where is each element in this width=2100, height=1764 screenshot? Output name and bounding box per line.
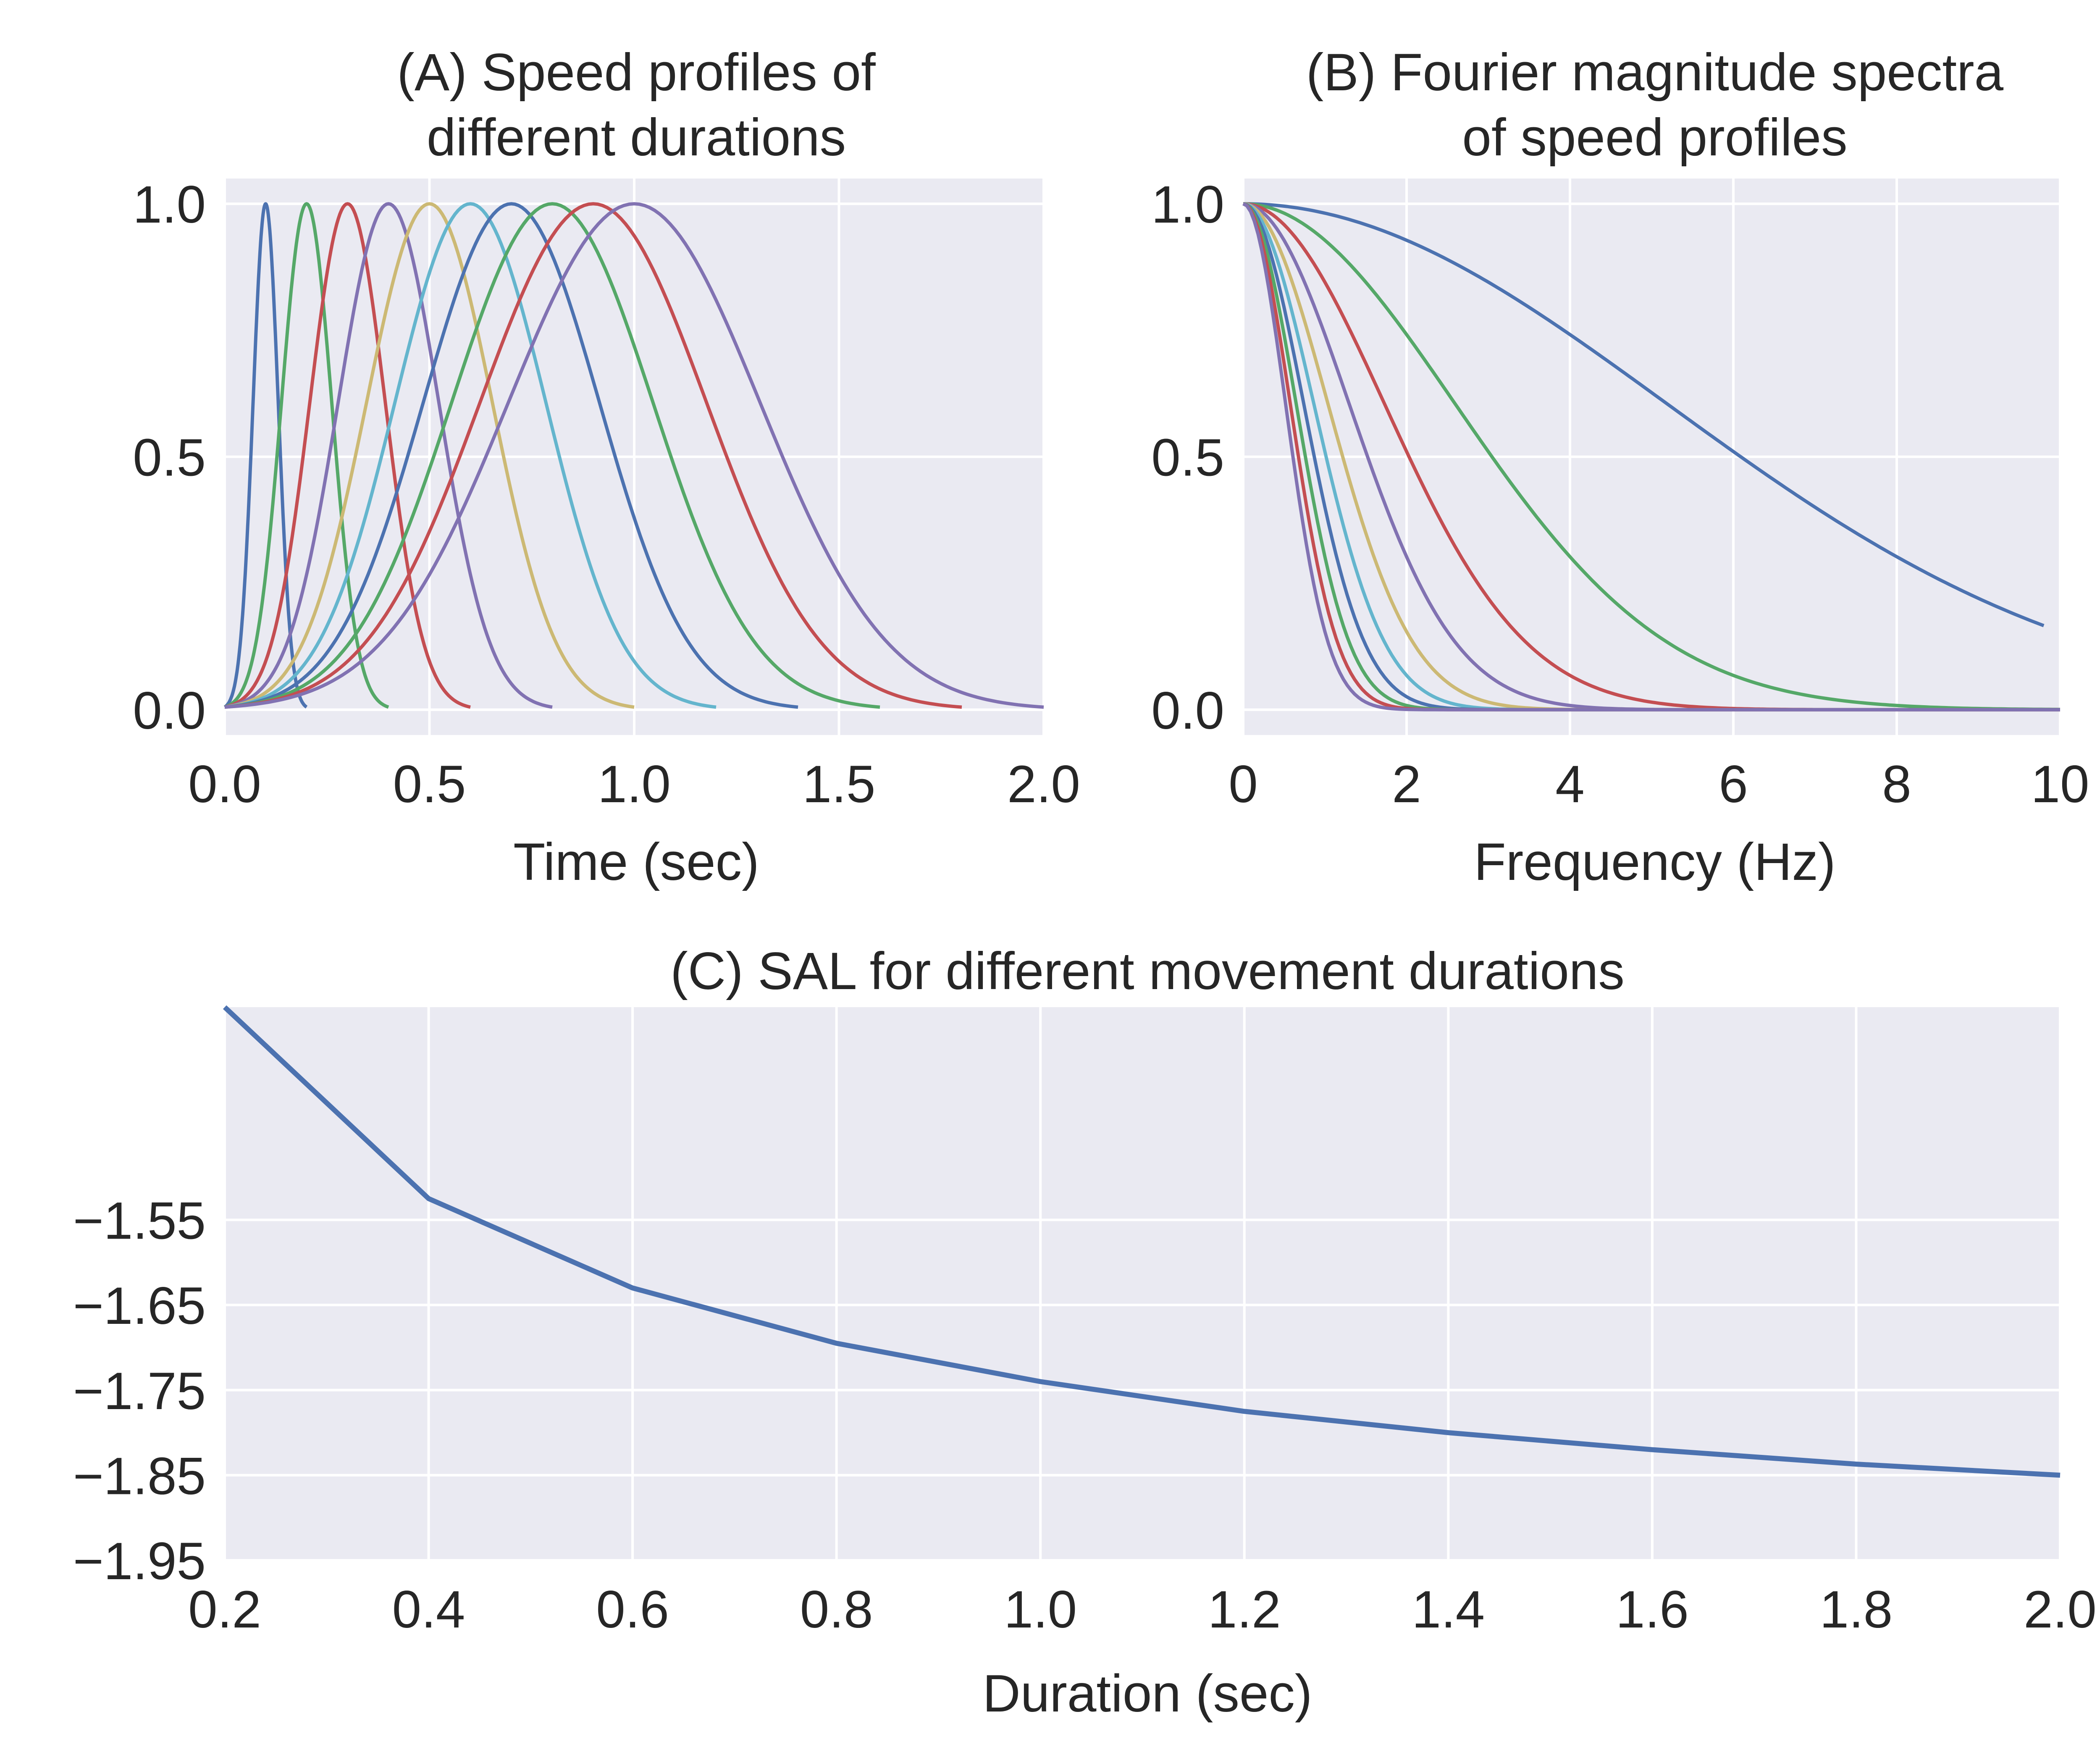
panel-a-x-tick-label: 1.5 [803,755,876,814]
panel-a-x-tick-label: 2.0 [1007,755,1080,814]
panel-b-x-tick-label: 6 [1719,755,1748,814]
panel-b-x-tick-label: 8 [1882,755,1911,814]
panel-a-y-ticks: 0.0 0.5 1.0 [133,176,206,740]
panel-a-speed-profile-line [224,202,717,709]
panel-c-plot-area [225,1007,2060,1560]
panel-b-spectrum-line [1243,202,2045,627]
panel-c-y-tick-label: −1.85 [73,1447,206,1505]
panel-b-x-tick-label: 0 [1228,755,1258,814]
panel-a-speed-profile-line [224,202,471,709]
panel-b-y-ticks: 0.0 0.5 1.0 [1151,176,1224,740]
panel-c-x-tick-label: 1.2 [1208,1580,1281,1639]
panel-b: (B) Fourier magnitude spectra of speed p… [1151,43,2089,891]
panel-a-speed-profile-line [224,202,635,709]
panel-a-series [223,202,1044,709]
panel-c-x-tick-label: 1.0 [1004,1580,1077,1639]
panel-a-speed-profile-line [224,202,798,709]
panel-b-y-tick-label: 0.0 [1151,682,1224,740]
panel-b-x-ticks: 0 2 4 6 8 10 [1228,755,2089,814]
panel-a-speed-profile-line [224,202,962,709]
panel-c-x-tick-label: 0.2 [188,1580,261,1639]
panel-a-x-tick-label: 0.0 [188,755,261,814]
panel-b-x-tick-label: 4 [1555,755,1585,814]
panel-a: (A) Speed profiles of different duration… [133,43,1080,891]
panel-c-title: (C) SAL for different movement durations [670,942,1625,1000]
panel-b-series [1242,202,2061,711]
panel-b-title-line-2: of speed profiles [1462,108,1847,167]
panel-c-x-tick-label: 2.0 [2024,1580,2097,1639]
panel-a-speed-profile-line [224,202,880,709]
panel-c-x-axis-label: Duration (sec) [983,1664,1312,1723]
panel-c-y-tick-label: −1.55 [73,1192,206,1250]
panel-a-x-ticks: 0.0 0.5 1.0 1.5 2.0 [188,755,1080,814]
panel-a-x-tick-label: 1.0 [598,755,671,814]
panel-c-x-ticks: 0.2 0.4 0.6 0.8 1.0 1.2 1.4 1.6 1.8 2.0 [188,1580,2097,1639]
panel-a-y-tick-label: 0.0 [133,682,206,740]
panel-b-title-line-1: (B) Fourier magnitude spectra [1306,43,2004,102]
panel-b-spectrum-line [1242,202,2060,711]
panel-c-x-tick-label: 1.6 [1616,1580,1689,1639]
panel-a-speed-profile-line [224,202,553,709]
panel-c-x-tick-label: 1.8 [1820,1580,1893,1639]
panel-a-x-axis-label: Time (sec) [513,833,759,891]
panel-b-x-tick-label: 2 [1392,755,1421,814]
panel-c: (C) SAL for different movement durations… [73,942,2097,1723]
panel-c-y-tick-label: −1.95 [73,1532,206,1591]
panel-c-x-tick-label: 0.6 [596,1580,669,1639]
panel-a-x-tick-label: 0.5 [393,755,466,814]
panel-a-y-tick-label: 1.0 [133,176,206,234]
panel-a-title-line-1: (A) Speed profiles of [397,43,876,102]
panel-c-y-tick-label: −1.75 [73,1362,206,1420]
panel-a-title-line-2: different durations [427,108,846,167]
panel-c-x-tick-label: 0.4 [392,1580,465,1639]
panel-c-gridlines [223,1007,2061,1562]
panel-b-x-tick-label: 10 [2031,755,2089,814]
panel-c-x-tick-label: 0.8 [800,1580,873,1639]
panel-a-y-tick-label: 0.5 [133,429,206,487]
panel-b-y-tick-label: 1.0 [1151,176,1224,234]
panel-b-x-axis-label: Frequency (Hz) [1474,833,1835,891]
panel-c-series [223,1005,2061,1478]
panel-c-sal-line [223,1005,2061,1478]
panel-c-y-tick-label: −1.65 [73,1277,206,1335]
panel-b-y-tick-label: 0.5 [1151,429,1224,487]
panel-c-x-tick-label: 1.4 [1412,1580,1485,1639]
panel-a-speed-profile-line [224,202,1044,709]
panel-b-spectrum-line [1243,202,2061,711]
panel-c-y-ticks: −1.55 −1.65 −1.75 −1.85 −1.95 [73,1192,206,1591]
